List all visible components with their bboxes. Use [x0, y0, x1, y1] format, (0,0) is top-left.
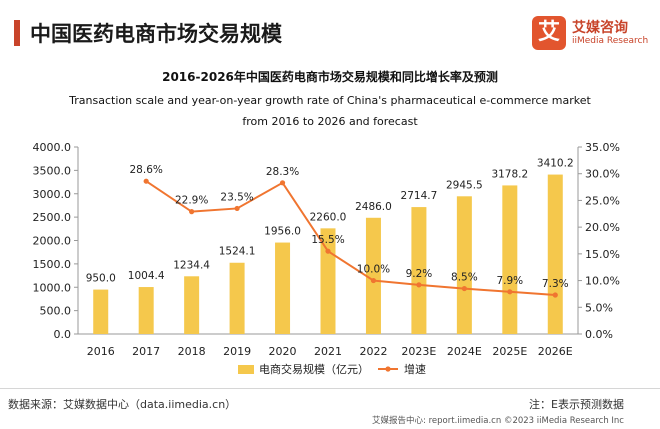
y-left-tick-label: 2000.0	[33, 235, 72, 248]
y-left-tick-label: 500.0	[40, 305, 72, 318]
y-right-tick-label: 25.0%	[585, 194, 620, 207]
bar-data-label: 1524.1	[219, 246, 256, 258]
growth-data-label: 7.3%	[542, 278, 569, 290]
bar	[184, 276, 200, 334]
growth-data-label: 10.0%	[357, 264, 390, 276]
y-right-tick-label: 10.0%	[585, 275, 620, 288]
legend-line-marker	[385, 366, 391, 372]
y-left-tick-label: 2500.0	[33, 211, 72, 224]
bar	[93, 289, 109, 334]
bar-data-label: 3178.2	[491, 168, 528, 180]
growth-data-label: 15.5%	[311, 234, 344, 246]
x-tick-label: 2019	[223, 345, 251, 358]
growth-point	[552, 292, 558, 298]
y-right-tick-label: 35.0%	[585, 141, 620, 154]
y-right-tick-label: 0.0%	[585, 328, 613, 341]
bar	[229, 262, 245, 334]
page-title: 中国医药电商市场交易规模	[30, 22, 282, 46]
bar	[411, 207, 427, 334]
growth-point	[325, 248, 331, 254]
growth-point	[370, 277, 377, 284]
y-left-tick-label: 1500.0	[33, 258, 72, 271]
x-tick-label: 2017	[132, 345, 160, 358]
x-tick-label: 2018	[178, 345, 206, 358]
bar	[275, 242, 291, 334]
bar-data-label: 2714.7	[401, 190, 438, 202]
x-tick-label: 2022	[359, 345, 387, 358]
growth-point	[507, 289, 513, 295]
chart-subtitle: Transaction scale and year-on-year growt…	[69, 94, 591, 128]
brand-mark-icon: 艾	[532, 16, 566, 50]
growth-point	[234, 205, 240, 212]
copyright: 艾媒报告中心: report.iimedia.cn ©2023 iiMedia …	[372, 416, 624, 426]
growth-point	[416, 282, 422, 288]
bar-data-label: 950.0	[86, 273, 116, 285]
growth-data-label: 23.5%	[220, 191, 253, 203]
legend-bar-swatch	[238, 365, 254, 374]
y-right-tick-label: 15.0%	[585, 248, 620, 261]
bar-data-label: 2945.5	[446, 179, 483, 191]
bar	[502, 185, 518, 334]
x-tick-label: 2025E	[492, 345, 527, 358]
forecast-note: 注：E表示预测数据	[529, 398, 624, 411]
growth-point	[279, 180, 286, 186]
growth-point	[189, 209, 195, 215]
y-left-tick-label: 0.0	[54, 328, 72, 341]
growth-line	[145, 180, 556, 296]
footer-divider	[0, 388, 660, 389]
chart-title: 2016-2026年中国医药电商市场交易规模和同比增长率及预测	[162, 70, 498, 84]
growth-data-label: 22.9%	[175, 195, 208, 207]
growth-data-label: 28.3%	[266, 166, 299, 178]
y-left-tick-label: 3500.0	[33, 164, 72, 177]
bar-data-label: 2486.0	[355, 201, 392, 213]
growth-point	[143, 178, 149, 184]
title-accent-bar	[14, 20, 20, 46]
y-right-tick-label: 20.0%	[585, 221, 620, 234]
y-right-tick-label: 30.0%	[585, 168, 620, 181]
x-tick-label: 2026E	[538, 345, 573, 358]
bar-data-label: 1004.4	[128, 270, 165, 282]
bar	[365, 217, 381, 334]
growth-data-label: 7.9%	[496, 275, 523, 287]
bar-data-label: 2260.0	[310, 211, 347, 223]
y-left-tick-label: 1000.0	[33, 281, 72, 294]
growth-data-label: 9.2%	[406, 268, 433, 280]
y-left-tick-label: 3000.0	[33, 188, 72, 201]
legend-bar-label: 电商交易规模（亿元）	[259, 362, 369, 376]
x-tick-label: 2023E	[401, 345, 436, 358]
bar	[547, 174, 563, 334]
y-left-tick-label: 4000.0	[33, 141, 72, 154]
x-tick-label: 2020	[269, 345, 297, 358]
x-tick-label: 2024E	[447, 345, 482, 358]
bar-data-label: 3410.2	[537, 158, 574, 170]
data-source: 数据来源：艾媒数据中心（data.iimedia.cn）	[8, 398, 237, 411]
x-tick-label: 2016	[87, 345, 115, 358]
bar	[456, 196, 472, 334]
x-tick-label: 2021	[314, 345, 342, 358]
growth-data-label: 28.6%	[130, 164, 163, 176]
bar	[138, 287, 154, 334]
growth-point	[461, 285, 467, 292]
brand-logo: 艾 艾媒咨询 iiMedia Research	[532, 16, 648, 52]
growth-data-label: 8.5%	[451, 272, 478, 284]
brand-name-en: iiMedia Research	[572, 36, 649, 46]
legend-line-label: 增速	[404, 362, 426, 376]
brand-name-cn: 艾媒咨询	[572, 20, 628, 36]
bar-data-label: 1956.0	[264, 226, 301, 238]
bar-data-label: 1234.4	[173, 259, 210, 271]
y-right-tick-label: 5.0%	[585, 301, 613, 314]
